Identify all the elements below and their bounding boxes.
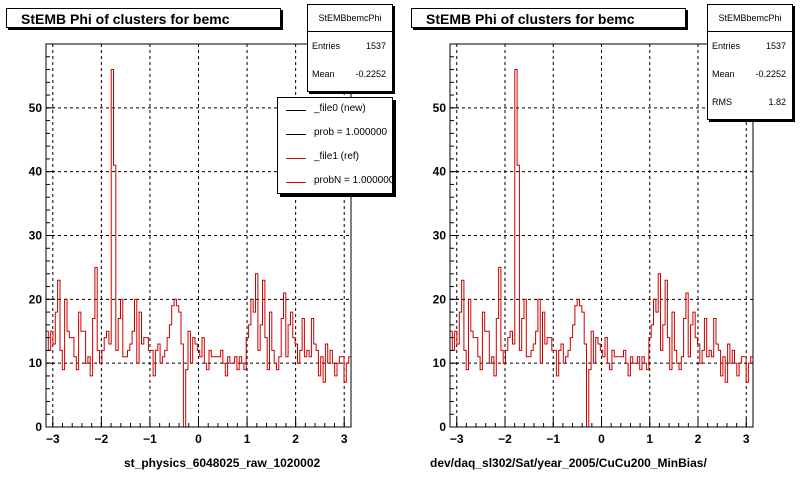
legend-label-probn: probN = 1.000000 bbox=[314, 175, 393, 186]
legend-swatch-prob bbox=[286, 134, 306, 135]
left-stats-entries-value: 1537 bbox=[365, 41, 386, 51]
right-stats-name: StEMBbemcPhi bbox=[708, 5, 792, 32]
left-x-tick-label-1: −2 bbox=[95, 432, 109, 446]
legend-entry-file1: _file1 (ref) bbox=[278, 146, 392, 170]
right-y-tick-label-5: 50 bbox=[433, 101, 447, 115]
left-stats-mean-row: Mean -0.2252 bbox=[308, 60, 392, 88]
right-stats-entries-label: Entries bbox=[712, 41, 741, 51]
right-x-tick-label-6: 3 bbox=[743, 432, 750, 446]
right-x-tick-label-3: 0 bbox=[598, 432, 605, 446]
legend-swatch-file0 bbox=[286, 110, 306, 111]
left-y-tick-label-4: 40 bbox=[29, 165, 43, 179]
right-chart-title: StEMB Phi of clusters for bemc bbox=[411, 8, 686, 28]
left-stats-entries-row: Entries 1537 bbox=[308, 32, 392, 60]
left-x-tick-label-6: 3 bbox=[341, 432, 348, 446]
legend-entry-probn: probN = 1.000000 bbox=[278, 170, 393, 193]
legend-entry-prob: prob = 1.000000 bbox=[278, 122, 392, 146]
left-y-tick-label-3: 30 bbox=[29, 229, 43, 243]
left-y-tick-label-0: 0 bbox=[35, 420, 42, 434]
legend-label-file0: _file0 (new) bbox=[314, 103, 366, 114]
legend-entry-file0: _file0 (new) bbox=[278, 98, 392, 122]
legend-swatch-file1 bbox=[286, 158, 306, 159]
right-x-axis-label: dev/daq_sl302/Sat/year_2005/CuCu200_MinB… bbox=[430, 456, 707, 470]
right-stats-box: StEMBbemcPhi Entries 1537 Mean -0.2252 R… bbox=[707, 4, 793, 120]
legend-swatch-probn bbox=[286, 182, 306, 183]
right-x-tick-label-5: 2 bbox=[695, 432, 702, 446]
right-stats-entries-row: Entries 1537 bbox=[708, 32, 792, 60]
left-x-axis-label: st_physics_6048025_raw_1020002 bbox=[124, 456, 321, 470]
right-x-tick-label-2: −1 bbox=[546, 432, 560, 446]
left-y-tick-label-1: 10 bbox=[29, 356, 43, 370]
right-x-tick-label-0: −3 bbox=[450, 432, 464, 446]
right-y-tick-label-4: 40 bbox=[433, 165, 447, 179]
left-chart-title: StEMB Phi of clusters for bemc bbox=[6, 8, 281, 28]
left-stats-name: StEMBbemcPhi bbox=[308, 5, 392, 32]
left-stats-entries-label: Entries bbox=[312, 41, 341, 51]
left-y-tick-label-2: 20 bbox=[29, 292, 43, 306]
left-x-tick-label-5: 2 bbox=[292, 432, 299, 446]
left-x-tick-label-3: 0 bbox=[195, 432, 202, 446]
right-histogram-series-0 bbox=[449, 69, 754, 428]
right-stats-rms-row: RMS 1.82 bbox=[708, 88, 792, 116]
left-histogram-series-0 bbox=[45, 69, 352, 428]
right-y-tick-label-2: 20 bbox=[433, 292, 447, 306]
left-x-tick-label-0: −3 bbox=[46, 432, 60, 446]
left-stats-box: StEMBbemcPhi Entries 1537 Mean -0.2252 bbox=[307, 4, 393, 92]
left-x-tick-label-4: 1 bbox=[244, 432, 251, 446]
right-stats-entries-value: 1537 bbox=[765, 41, 786, 51]
right-stats-mean-row: Mean -0.2252 bbox=[708, 60, 792, 88]
left-stats-mean-label: Mean bbox=[312, 69, 335, 79]
right-y-tick-label-1: 10 bbox=[433, 356, 447, 370]
right-stats-rms-value: 1.82 bbox=[768, 97, 786, 107]
left-y-tick-label-5: 50 bbox=[29, 101, 43, 115]
right-stats-mean-label: Mean bbox=[712, 69, 735, 79]
right-x-tick-label-4: 1 bbox=[646, 432, 653, 446]
legend-label-prob: prob = 1.000000 bbox=[314, 127, 388, 138]
right-x-tick-label-1: −2 bbox=[498, 432, 512, 446]
right-y-tick-label-0: 0 bbox=[439, 420, 446, 434]
left-x-tick-label-2: −1 bbox=[143, 432, 157, 446]
right-stats-rms-label: RMS bbox=[712, 97, 732, 107]
right-y-tick-label-3: 30 bbox=[433, 229, 447, 243]
right-stats-mean-value: -0.2252 bbox=[755, 69, 786, 79]
left-legend-box: _file0 (new) prob = 1.000000 _file1 (ref… bbox=[277, 97, 393, 194]
left-stats-mean-value: -0.2252 bbox=[355, 69, 386, 79]
legend-label-file1: _file1 (ref) bbox=[314, 151, 360, 162]
